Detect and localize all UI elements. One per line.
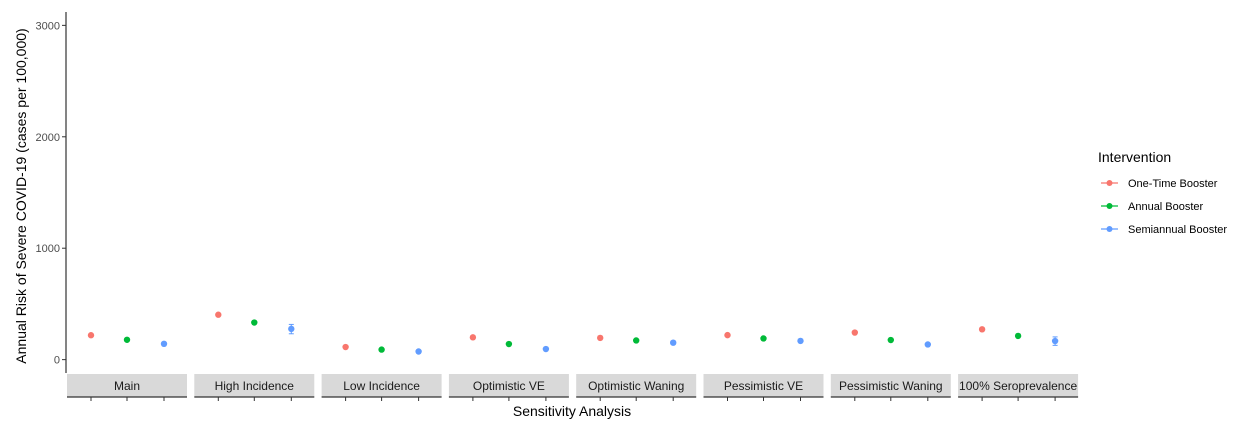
legend-key-point [1106,180,1113,186]
data-point [288,325,295,333]
data-point [160,340,168,348]
facet-strip-label: Optimistic Waning [588,379,684,393]
data-point [633,337,640,344]
legend-label: Annual Booster [1128,201,1204,213]
data-point [670,339,677,346]
data-point [924,341,931,348]
data-point [797,337,804,345]
data-point [760,335,767,342]
facet-strip-label: High Incidence [215,379,295,393]
facet-strip [448,374,569,397]
facet-strip [576,374,697,397]
legend-key-point [1106,203,1113,209]
data-point [87,332,95,339]
data-point [469,334,477,341]
data-point [378,346,385,353]
facet-strip [67,374,187,397]
data-point [597,334,604,342]
x-axis-title: Sensitivity Analysis [513,403,631,419]
facet-panel: Low Incidence [321,343,442,401]
facet-strip-label: Pessimistic Waning [839,379,943,393]
data-point [851,329,858,336]
facet-strip [703,374,824,397]
y-axis-title: Annual Risk of Severe COVID-19 (cases pe… [13,28,29,363]
facet-panel: 100% Seroprevalence [958,326,1079,401]
y-tick-label: 2000 [36,132,60,144]
y-tick-label: 1000 [36,243,60,255]
data-point [542,345,550,353]
legend-item: Semiannual Booster [1101,224,1227,236]
data-point [215,311,222,318]
facet-strip-label: Optimistic VE [473,379,545,393]
facet-panel: Pessimistic Waning [830,329,951,401]
facet-panel: High Incidence [194,311,315,401]
legend-item: Annual Booster [1101,201,1204,213]
facet-panel: Optimistic VE [448,334,569,401]
data-point [505,340,513,348]
facet-strip-label: Main [114,379,140,393]
legend-item: One-Time Booster [1101,178,1218,190]
legend-key-point [1106,226,1113,232]
data-point [887,336,894,344]
legend-label: Semiannual Booster [1128,224,1227,236]
legend-label: One-Time Booster [1128,178,1218,190]
facet-strip [321,374,442,397]
y-axis: 0 1000 2000 3000 [36,12,67,373]
data-point [251,319,258,326]
data-point [1014,332,1022,340]
data-point [724,331,731,339]
legend-title: Intervention [1098,149,1171,165]
facet-strip-label: 100% Seroprevalence [959,379,1077,393]
data-point [342,343,349,351]
y-tick-label: 3000 [36,20,60,32]
facet-strip [194,374,315,397]
legend: Intervention One-Time Booster Annual Boos… [1098,149,1227,236]
facet-panel: Optimistic Waning [576,334,697,401]
data-point [978,326,986,333]
facet-panel: Main [67,332,187,401]
facet-panels: Main High Incidence Low Incidence Optimisti… [67,311,1079,401]
facet-strip [958,374,1079,397]
facet-panel: Pessimistic VE [703,331,824,401]
data-point [415,348,422,355]
facet-strip-label: Low Incidence [343,379,420,393]
facet-strip-label: Pessimistic VE [724,379,803,393]
data-point [1051,337,1059,345]
y-tick-label: 0 [54,355,60,367]
facet-strip [830,374,951,397]
data-point [123,336,131,343]
